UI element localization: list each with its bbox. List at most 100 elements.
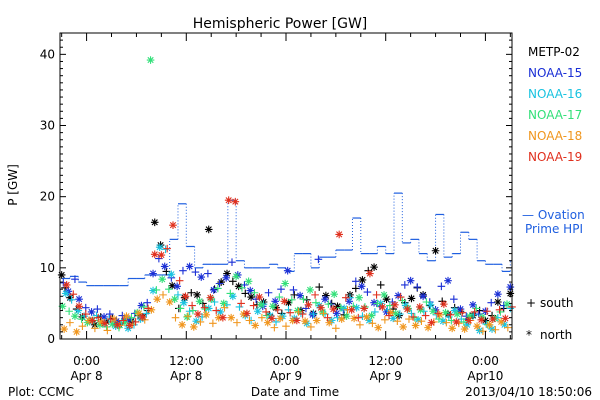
metp-02-north-point (481, 316, 490, 325)
noaa-19-south-point (483, 307, 491, 316)
noaa-16-south-point (358, 312, 367, 321)
noaa-19-south-point (470, 308, 479, 316)
metp-02-north-point (370, 263, 378, 271)
noaa-15-north-point (100, 313, 108, 321)
noaa-19-north-point (231, 197, 240, 206)
noaa-17-south-point (238, 283, 246, 292)
noaa-18-north-point (60, 325, 68, 333)
metp-02-north-point (193, 291, 201, 299)
noaa-18-south-point (66, 318, 74, 327)
noaa-16-north-point (229, 292, 237, 301)
noaa-18-north-point (362, 313, 371, 321)
legend-noaa-18: NOAA-18 (528, 129, 582, 143)
noaa-19-north-point (243, 309, 251, 318)
noaa-18-north-point (239, 310, 248, 318)
noaa-17-north-point (219, 299, 228, 308)
noaa-17-north-point (170, 295, 179, 303)
noaa-15-south-point (363, 288, 372, 296)
noaa-16-north-point (340, 304, 348, 313)
noaa-19-north-point (101, 319, 109, 328)
noaa-16-south-point (67, 296, 76, 304)
legend-noaa-19: NOAA-19 (528, 150, 582, 164)
noaa-16-north-point (365, 316, 373, 325)
noaa-19-south-point (273, 306, 282, 314)
noaa-19-north-point (150, 250, 159, 259)
metp-02-south-point (187, 288, 196, 297)
noaa-18-south-point (245, 316, 254, 325)
noaa-15-south-point (228, 258, 236, 266)
noaa-15-south-point (143, 298, 152, 307)
noaa-15-south-point (289, 286, 298, 294)
noaa-18-south-point (393, 317, 402, 326)
north-marker-label: north (540, 328, 572, 342)
noaa-18-south-point (294, 308, 303, 316)
noaa-15-north-point (444, 276, 452, 285)
noaa-19-north-point (255, 293, 264, 301)
noaa-15-south-point (215, 279, 224, 288)
noaa-19-north-point (194, 310, 202, 318)
noaa-17-south-point (226, 289, 235, 298)
south-marker-symbol: + (526, 296, 536, 310)
noaa-15-north-point (382, 308, 391, 316)
north-marker-symbol: * (526, 328, 532, 342)
noaa-18-south-point (220, 303, 229, 312)
noaa-17-north-point (244, 277, 253, 286)
noaa-15-north-point (246, 286, 255, 295)
noaa-18-north-point (350, 314, 358, 323)
y-tick-label: 40 (40, 47, 55, 61)
metp-02-north-point (407, 294, 416, 303)
noaa-19-south-point (446, 311, 455, 319)
noaa-18-south-point (209, 319, 217, 328)
noaa-18-north-point (135, 309, 143, 318)
noaa-19-south-point (249, 301, 258, 310)
metp-02-north-point (382, 295, 391, 303)
noaa-15-south-point (487, 298, 496, 307)
noaa-19-north-point (335, 230, 343, 239)
noaa-16-north-point (74, 306, 83, 315)
noaa-19-south-point (163, 244, 171, 253)
noaa-18-south-point (233, 318, 241, 327)
noaa-18-south-point (491, 325, 500, 334)
noaa-19-south-point (354, 313, 363, 322)
noaa-15-north-point (308, 311, 317, 319)
noaa-19-north-point (452, 318, 461, 326)
noaa-19-north-point (329, 305, 338, 313)
legend: METP-02 NOAA-15 NOAA-16 NOAA-17 NOAA-18 NOAA-… (528, 45, 582, 164)
noaa-17-north-point (108, 320, 117, 328)
metp-02-north-point (204, 225, 213, 234)
symbol-legend: + south * north (526, 296, 574, 342)
x-tick-label-time: 0:00 (273, 354, 300, 368)
noaa-17-south-point (140, 303, 148, 311)
noaa-17-north-point (96, 320, 104, 329)
y-tick-label: 20 (40, 190, 55, 204)
noaa-19-south-point (237, 299, 245, 308)
noaa-15-north-point (321, 295, 329, 303)
noaa-15-south-point (93, 305, 102, 313)
noaa-17-south-point (422, 298, 431, 306)
noaa-15-north-point (406, 276, 415, 285)
noaa-19-north-point (169, 221, 177, 229)
noaa-19-north-point (366, 269, 374, 278)
metp-02-north-point (78, 313, 87, 321)
noaa-18-south-point (159, 291, 167, 299)
noaa-18-north-point (147, 306, 156, 314)
noaa-19-south-point (311, 291, 319, 299)
noaa-18-south-point (405, 315, 413, 323)
noaa-19-north-point (304, 301, 313, 309)
x-tick-label-time: 0:00 (472, 354, 499, 368)
noaa-17-south-point (189, 306, 197, 315)
noaa-19-north-point (206, 293, 215, 302)
noaa-15-north-point (137, 301, 146, 310)
metp-02-north-point (469, 311, 477, 320)
noaa-18-north-point (497, 318, 505, 326)
noaa-15-south-point (71, 275, 79, 284)
noaa-15-north-point (222, 274, 230, 282)
metp-02-north-point (66, 293, 74, 302)
plot-timestamp: 2013/04/10 18:50:06 (465, 385, 592, 399)
noaa-19-north-point (62, 281, 71, 289)
noaa-15-north-point (209, 286, 218, 294)
noaa-15-south-point (401, 281, 409, 289)
noaa-18-north-point (202, 311, 211, 319)
